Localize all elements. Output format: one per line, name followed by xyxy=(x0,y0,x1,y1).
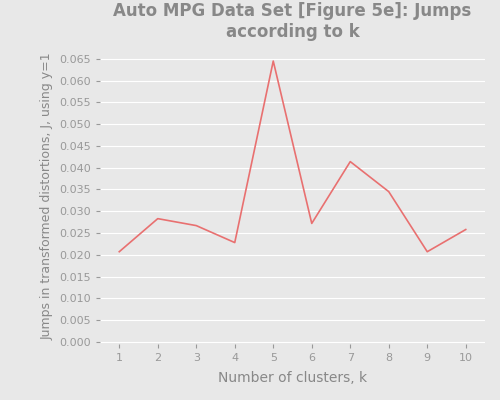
Y-axis label: Jumps in transformed distortions, J, using y=1: Jumps in transformed distortions, J, usi… xyxy=(40,52,54,340)
X-axis label: Number of clusters, k: Number of clusters, k xyxy=(218,371,367,385)
Title: Auto MPG Data Set [Figure 5e]: Jumps
according to k: Auto MPG Data Set [Figure 5e]: Jumps acc… xyxy=(114,2,472,41)
